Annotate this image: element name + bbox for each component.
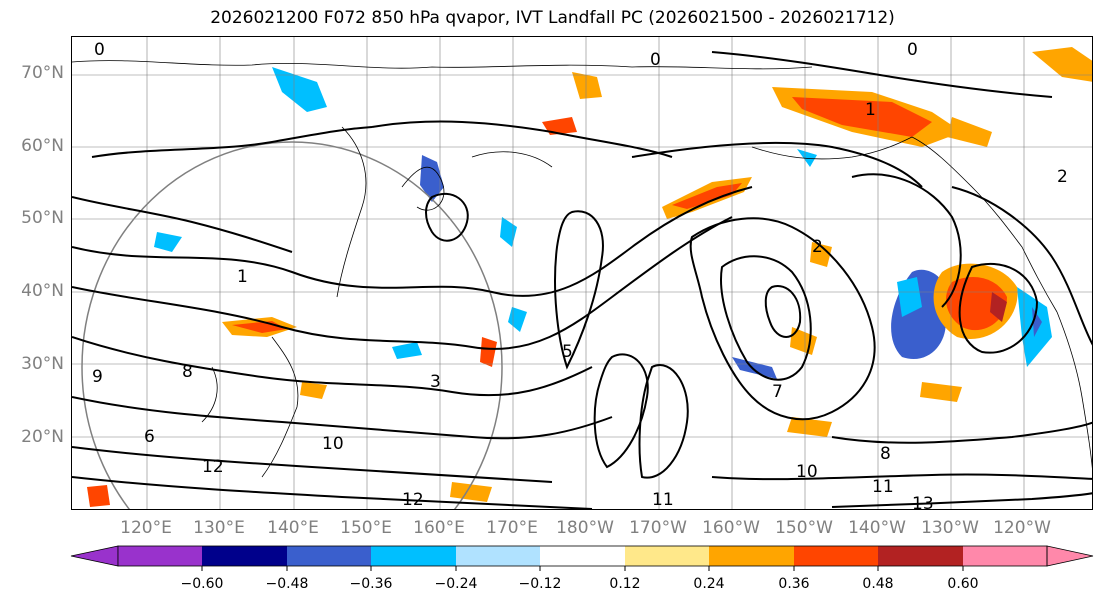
graticule [72,37,1092,509]
shaded-field-positive [87,47,1092,507]
colorbar-tick-label: −0.36 [349,576,393,592]
contour-label: 10 [322,434,344,454]
lat-label-20n: 20°N [21,427,64,447]
lat-label-50n: 50°N [21,208,64,228]
contour-label: 11 [872,477,894,497]
colorbar-outline [117,545,1048,567]
lon-label-160w: 160°W [702,518,760,538]
lat-label-60n: 60°N [21,136,64,156]
contour-label: 9 [92,367,103,387]
colorbar-segment [878,546,963,566]
lon-label-160e: 160°E [413,518,465,538]
contour-label: 6 [144,427,155,447]
lon-label-180w: 180°W [556,518,614,538]
colorbar-tick-label: −0.60 [180,576,224,592]
contour-label: 13 [912,494,934,510]
colorbar-tick-label: −0.12 [518,576,562,592]
colorbar-segment [794,546,878,566]
lat-label-70n: 70°N [21,63,64,83]
map-canvas: 0 0 0 1 1 2 2 3 5 6 7 8 8 9 10 10 11 11 … [72,37,1092,510]
colorbar-extend-left [70,545,119,567]
lon-label-170w: 170°W [629,518,687,538]
contour-label: 3 [430,372,441,392]
contour-label: 5 [562,342,573,362]
contour-label: 10 [796,462,818,482]
lon-label-130e: 130°E [193,518,245,538]
contour-label: 7 [772,382,783,402]
contour-label: 1 [865,100,876,120]
colorbar-segment [963,546,1047,566]
contour-label: 2 [812,237,823,257]
lon-label-170e: 170°E [486,518,538,538]
contour-label: 1 [237,267,248,287]
colorbar-tick-label: 0.36 [778,576,810,592]
lon-label-140w: 140°W [848,518,906,538]
coastlines [72,60,1092,478]
colorbar-tick-label: −0.24 [434,576,478,592]
colorbar-segment [202,546,287,566]
colorbar-tick-label: 0.48 [862,576,894,592]
shaded-field-negative [154,67,1052,379]
contour-label: 11 [652,490,674,510]
lon-label-150e: 150°E [340,518,392,538]
colorbar-segment [371,546,456,566]
colorbar-tick-label: 0.12 [609,576,641,592]
lon-label-120w: 120°W [993,518,1051,538]
contour-label: 0 [94,40,105,60]
colorbar-tick-label: 0.60 [947,576,979,592]
contour-label: 0 [907,40,918,60]
colorbar-tick-label: −0.48 [265,576,309,592]
contours [72,51,1092,509]
lon-label-120e: 120°E [120,518,172,538]
colorbar-extend-right [1046,545,1094,567]
colorbar-segment [118,546,202,566]
colorbar-segment [709,546,794,566]
contour-labels: 0 0 0 1 1 2 2 3 5 6 7 8 8 9 10 10 11 11 … [92,40,1068,510]
colorbar-segment [287,546,371,566]
contour-label: 0 [650,50,661,70]
colorbar-tick-label: 0.24 [693,576,725,592]
lon-label-140e: 140°E [267,518,319,538]
map-area[interactable]: 0 0 0 1 1 2 2 3 5 6 7 8 8 9 10 10 11 11 … [71,36,1093,510]
range-ring [81,141,503,509]
lat-label-40n: 40°N [21,281,64,301]
contour-label: 8 [880,444,891,464]
contour-label: 8 [182,362,193,382]
map-title: 2026021200 F072 850 hPa qvapor, IVT Land… [210,8,895,28]
colorbar-segment [540,546,625,566]
lon-label-150w: 150°W [775,518,833,538]
lon-label-130w: 130°W [921,518,979,538]
contour-label: 12 [402,490,424,510]
contour-label: 2 [1057,167,1068,187]
colorbar-segment [625,546,709,566]
colorbar-segment [456,546,540,566]
lat-label-30n: 30°N [21,354,64,374]
contour-label: 12 [202,457,224,477]
